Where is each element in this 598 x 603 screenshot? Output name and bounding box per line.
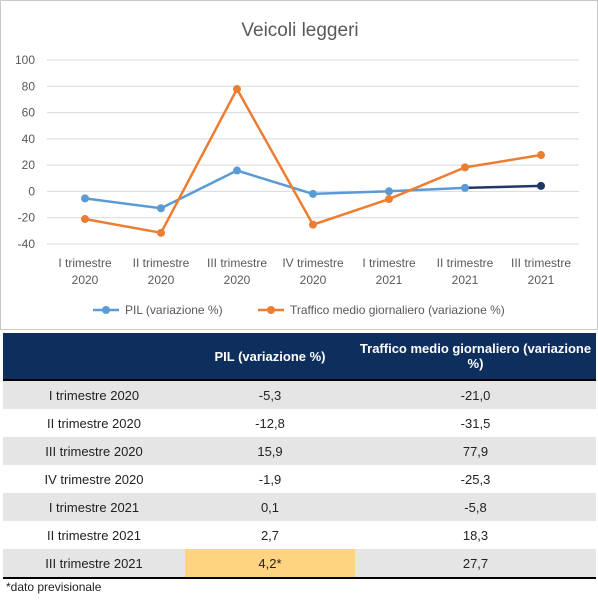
table-row: III trimestre 2021 4,2* 27,7	[3, 549, 596, 579]
legend-label: PIL (variazione %)	[125, 303, 223, 317]
x-tick-label: 2020	[300, 273, 327, 287]
series-line-2	[84, 87, 542, 235]
data-point	[81, 215, 89, 224]
table-row: II trimestre 2021 2,7 18,3	[3, 521, 596, 549]
table-row: III trimestre 2020 15,9 77,9	[3, 437, 596, 465]
data-point	[537, 151, 545, 160]
data-point	[309, 220, 317, 229]
legend-swatch-marker	[102, 306, 110, 314]
x-tick-label: I trimestre	[362, 256, 416, 270]
x-tick-label: IV trimestre	[282, 256, 344, 270]
pil-cell: 2,7	[185, 521, 355, 549]
x-tick-label: III trimestre	[207, 256, 267, 270]
data-point	[309, 189, 317, 198]
line-chart: Veicoli leggeri -40 -20 0 20 40 60 80 100 I trime…	[15, 20, 579, 317]
x-tick-label: 2021	[528, 273, 555, 287]
y-tick-label: 100	[15, 53, 35, 67]
y-tick-label: -40	[18, 237, 36, 251]
data-point	[537, 181, 545, 190]
data-point	[157, 228, 165, 237]
data-table: PIL (variazione %) Traffico medio giorna…	[3, 333, 596, 579]
chart-panel: Veicoli leggeri -40 -20 0 20 40 60 80 100 I trime…	[0, 0, 598, 330]
x-tick-label: 2021	[452, 273, 479, 287]
table-header-blank	[3, 333, 185, 381]
row-label: II trimestre 2020	[3, 409, 185, 437]
x-tick-label: 2020	[224, 273, 251, 287]
data-point	[461, 183, 469, 192]
row-label: I trimestre 2021	[3, 493, 185, 521]
series-forecast-segment-1	[464, 184, 542, 190]
x-tick-label: 2020	[72, 273, 99, 287]
y-tick-label: 20	[22, 158, 36, 172]
pil-cell: 15,9	[185, 437, 355, 465]
table-row: IV trimestre 2020 -1,9 -25,3	[3, 465, 596, 493]
y-tick-label: 80	[22, 79, 36, 93]
y-tick-label: 0	[28, 184, 35, 198]
traffico-cell: -25,3	[355, 465, 596, 493]
data-point	[385, 195, 393, 204]
traffico-cell: 27,7	[355, 549, 596, 579]
x-tick-label: II trimestre	[437, 256, 494, 270]
data-point	[233, 85, 241, 94]
pil-cell: -12,8	[185, 409, 355, 437]
data-point	[81, 194, 89, 203]
table-row: II trimestre 2020 -12,8 -31,5	[3, 409, 596, 437]
row-label: III trimestre 2020	[3, 437, 185, 465]
traffico-cell: -5,8	[355, 493, 596, 521]
pil-cell: 0,1	[185, 493, 355, 521]
pil-cell: -5,3	[185, 380, 355, 409]
x-tick-label: II trimestre	[133, 256, 190, 270]
y-tick-label: -20	[18, 211, 36, 225]
legend-label: Traffico medio giornaliero (variazione %…	[290, 303, 505, 317]
series-line-1	[84, 169, 466, 210]
table-header-traffico: Traffico medio giornaliero (variazione %…	[355, 333, 596, 381]
data-point	[157, 204, 165, 213]
pil-cell-forecast: 4,2*	[185, 549, 355, 579]
row-label: III trimestre 2021	[3, 549, 185, 579]
x-tick-label: III trimestre	[511, 256, 571, 270]
legend-swatch-marker	[267, 306, 275, 314]
table-row: I trimestre 2021 0,1 -5,8	[3, 493, 596, 521]
row-label: I trimestre 2020	[3, 380, 185, 409]
chart-title: Veicoli leggeri	[241, 20, 358, 41]
traffico-cell: 77,9	[355, 437, 596, 465]
data-point	[461, 163, 469, 172]
footnote: *dato previsionale	[6, 580, 102, 594]
traffico-cell: 18,3	[355, 521, 596, 549]
traffico-cell: -21,0	[355, 380, 596, 409]
y-tick-label: 60	[22, 106, 36, 120]
y-tick-label: 40	[22, 132, 36, 146]
pil-cell: -1,9	[185, 465, 355, 493]
table-row: I trimestre 2020 -5,3 -21,0	[3, 380, 596, 409]
x-tick-label: I trimestre	[58, 256, 112, 270]
data-point	[385, 187, 393, 196]
x-tick-label: 2020	[148, 273, 175, 287]
table-header-pil: PIL (variazione %)	[185, 333, 355, 381]
traffico-cell: -31,5	[355, 409, 596, 437]
data-point	[233, 166, 241, 175]
table-header-row: PIL (variazione %) Traffico medio giorna…	[3, 333, 596, 381]
row-label: IV trimestre 2020	[3, 465, 185, 493]
row-label: II trimestre 2021	[3, 521, 185, 549]
x-tick-label: 2021	[376, 273, 403, 287]
